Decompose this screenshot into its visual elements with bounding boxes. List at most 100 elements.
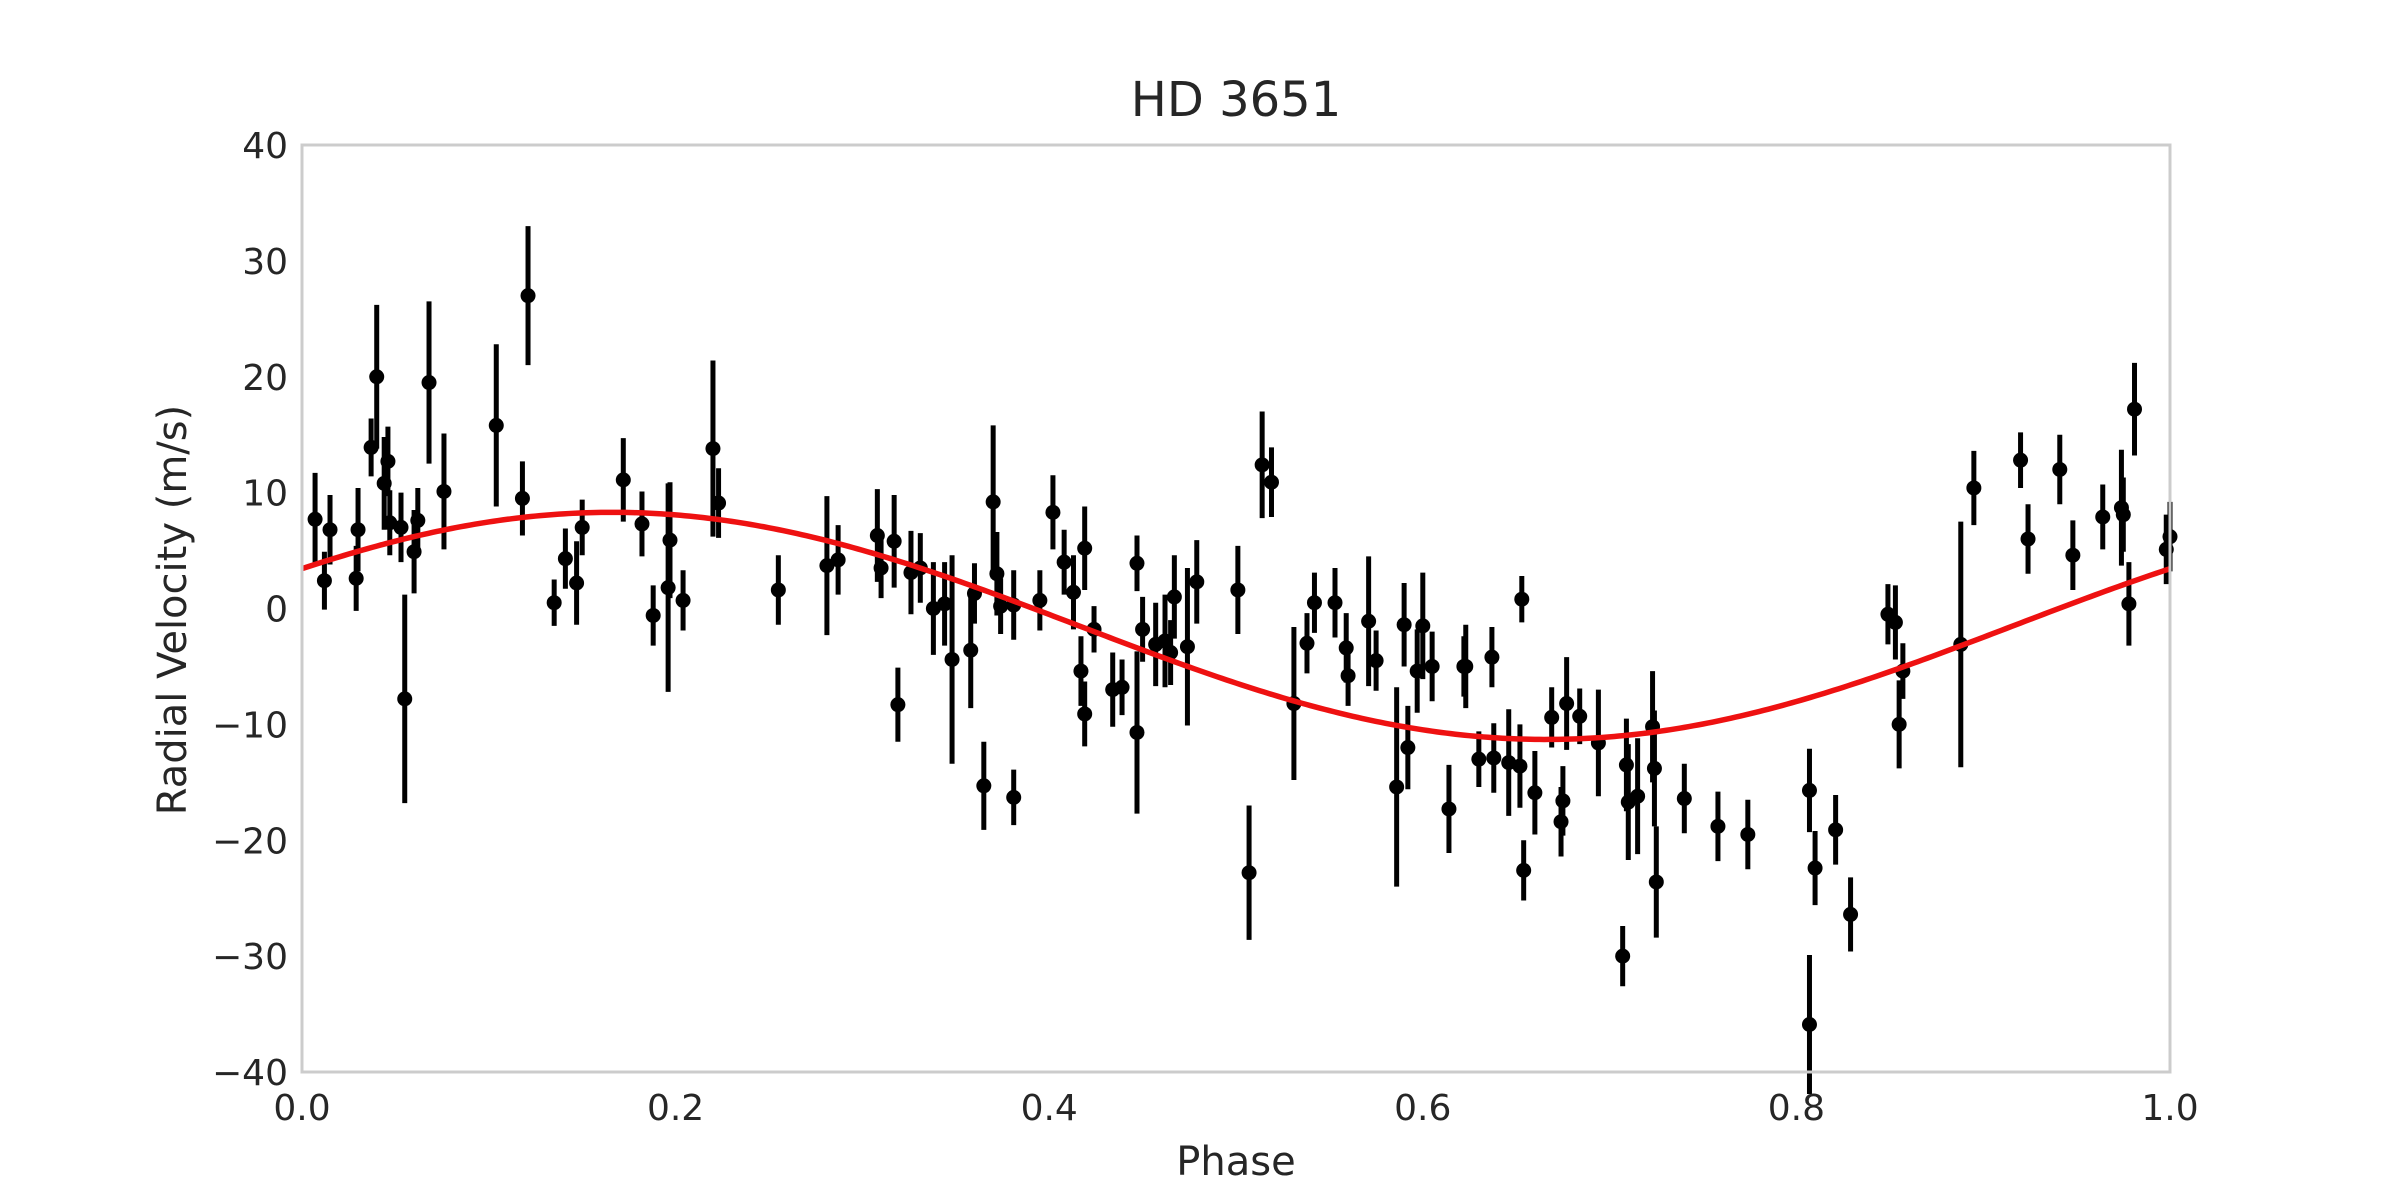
data-point	[993, 578, 1009, 634]
data-marker	[1179, 639, 1195, 655]
y-tick-label: 0	[265, 590, 288, 631]
data-marker	[393, 519, 409, 535]
data-marker	[711, 495, 727, 511]
data-marker	[1740, 826, 1756, 842]
data-point	[322, 494, 338, 565]
data-marker	[1424, 658, 1440, 674]
data-point	[1179, 567, 1195, 726]
plot-frame	[300, 143, 2172, 1074]
data-marker	[1166, 589, 1182, 605]
data-point	[1630, 738, 1646, 855]
data-point	[569, 541, 585, 625]
data-marker	[1648, 874, 1664, 890]
data-marker	[1887, 614, 1903, 630]
data-point	[2020, 504, 2036, 574]
data-marker	[1129, 555, 1145, 571]
data-marker	[2065, 547, 2081, 563]
y-axis-ticks: 40 30 20 10 0 −10 −20 −30 −40	[212, 126, 288, 1094]
data-marker	[520, 288, 536, 304]
data-point	[1615, 925, 1631, 987]
data-point	[1555, 766, 1571, 836]
plot-area	[300, 143, 2178, 1095]
data-point	[1458, 624, 1474, 709]
data-marker	[1646, 760, 1662, 776]
data-point	[1077, 681, 1093, 747]
data-marker	[1676, 791, 1692, 807]
data-marker	[2020, 531, 2036, 547]
data-point	[675, 570, 691, 631]
data-marker	[1441, 801, 1457, 817]
data-point	[819, 496, 835, 636]
data-marker	[1006, 789, 1022, 805]
data-point	[1484, 627, 1500, 688]
data-point	[634, 491, 650, 557]
data-marker	[1966, 480, 1982, 496]
data-marker	[1045, 504, 1061, 520]
y-tick-label: 30	[242, 242, 288, 283]
data-marker	[819, 558, 835, 574]
x-tick-label: 0.8	[1768, 1088, 1825, 1129]
data-marker	[1801, 1016, 1817, 1032]
data-point	[2013, 432, 2029, 488]
data-point	[1514, 576, 1530, 623]
data-point	[1843, 877, 1859, 952]
data-marker	[1514, 591, 1530, 607]
data-marker	[2013, 452, 2029, 468]
data-point	[2115, 477, 2131, 552]
data-point	[1572, 688, 1588, 745]
data-point	[2121, 562, 2137, 646]
data-marker	[615, 472, 631, 488]
data-point	[1065, 555, 1081, 630]
data-marker	[1129, 724, 1145, 740]
data-marker	[1527, 785, 1543, 801]
data-marker	[645, 607, 661, 623]
data-marker	[1077, 706, 1093, 722]
data-point	[1129, 651, 1145, 814]
data-marker	[873, 560, 889, 576]
x-tick-label: 0.6	[1394, 1088, 1451, 1129]
data-marker	[1516, 862, 1532, 878]
data-marker	[488, 417, 504, 433]
data-marker	[1415, 618, 1431, 634]
data-marker	[1299, 635, 1315, 651]
data-point	[1073, 636, 1089, 706]
data-marker	[1559, 696, 1575, 712]
data-point	[1299, 613, 1315, 674]
x-tick-label: 0.4	[1021, 1088, 1078, 1129]
data-marker	[1615, 948, 1631, 964]
data-marker	[2115, 507, 2131, 523]
data-point	[1801, 748, 1817, 833]
data-point	[574, 499, 590, 556]
data-point	[1306, 572, 1322, 633]
data-marker	[937, 596, 953, 612]
data-point	[1828, 795, 1844, 865]
data-point	[2065, 520, 2081, 590]
data-point	[1648, 826, 1664, 938]
data-marker	[1512, 758, 1528, 774]
data-marker	[514, 490, 530, 506]
data-point	[770, 555, 786, 625]
data-point	[1114, 659, 1130, 716]
data-point	[1077, 506, 1093, 590]
data-point	[615, 438, 631, 522]
data-point	[925, 562, 941, 655]
data-marker	[2095, 509, 2111, 525]
data-point	[886, 494, 902, 588]
data-marker	[410, 512, 426, 528]
data-marker	[675, 592, 691, 608]
data-marker	[350, 522, 366, 538]
data-marker	[1572, 708, 1588, 724]
data-point	[380, 426, 396, 497]
data-point	[873, 537, 889, 599]
data-marker	[1189, 574, 1205, 590]
chart-title: HD 3651	[1131, 72, 1341, 128]
data-marker	[397, 691, 413, 707]
x-tick-label: 0.0	[273, 1088, 330, 1129]
data-marker	[1032, 592, 1048, 608]
data-marker	[770, 582, 786, 598]
data-point	[1400, 705, 1416, 790]
data-marker	[963, 642, 979, 658]
data-point	[393, 492, 409, 563]
data-point	[1887, 585, 1903, 660]
